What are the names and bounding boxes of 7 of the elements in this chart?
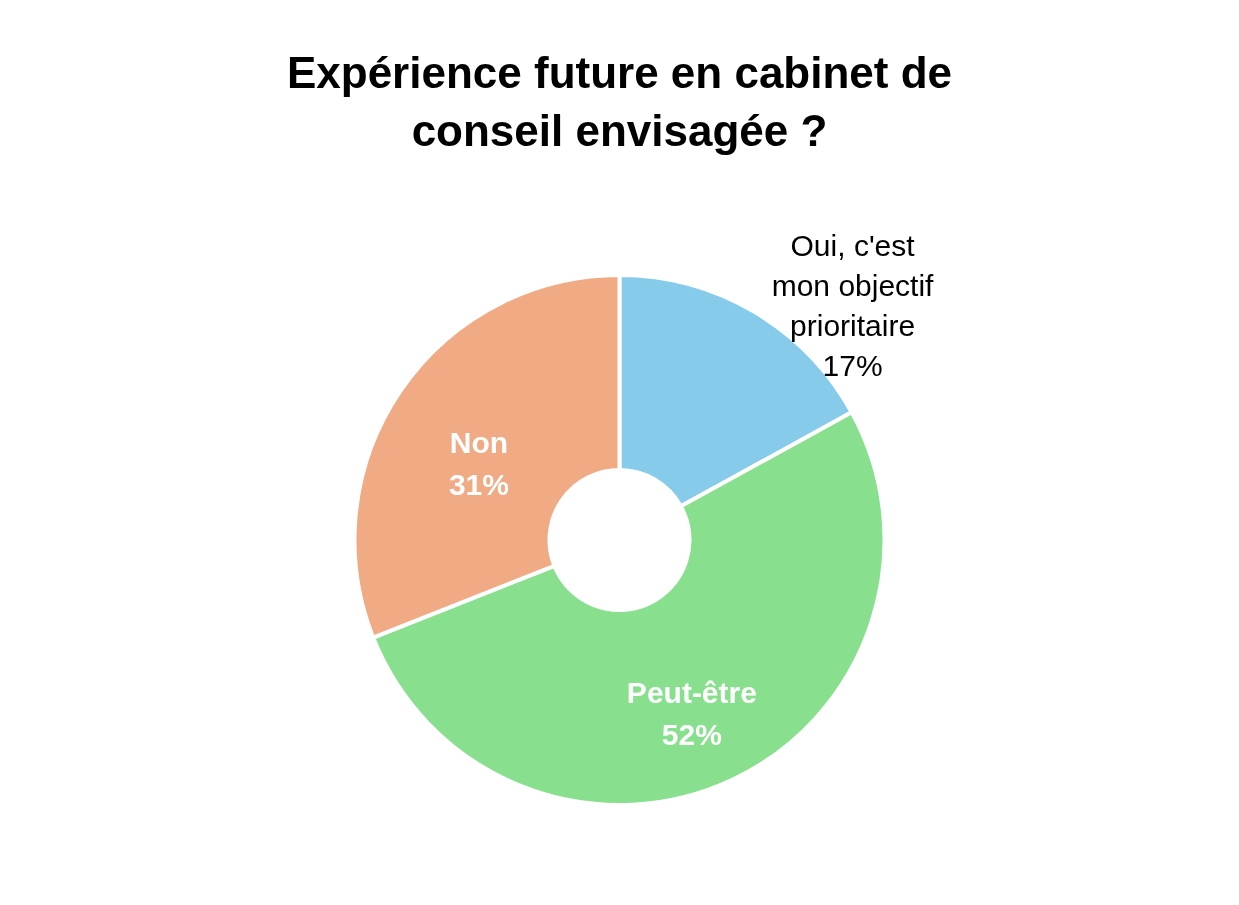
chart-title: Expérience future en cabinet de conseil envisagée ? — [286, 48, 953, 155]
data-label: 52% — [661, 717, 722, 751]
slice-label: Oui, c'est mon objectif prioritaire — [771, 229, 935, 343]
data-label: 17% — [822, 349, 883, 383]
slice-label: Non — [449, 426, 509, 460]
slice-label: Peut-être — [626, 675, 757, 709]
data-label: 31% — [448, 468, 509, 502]
